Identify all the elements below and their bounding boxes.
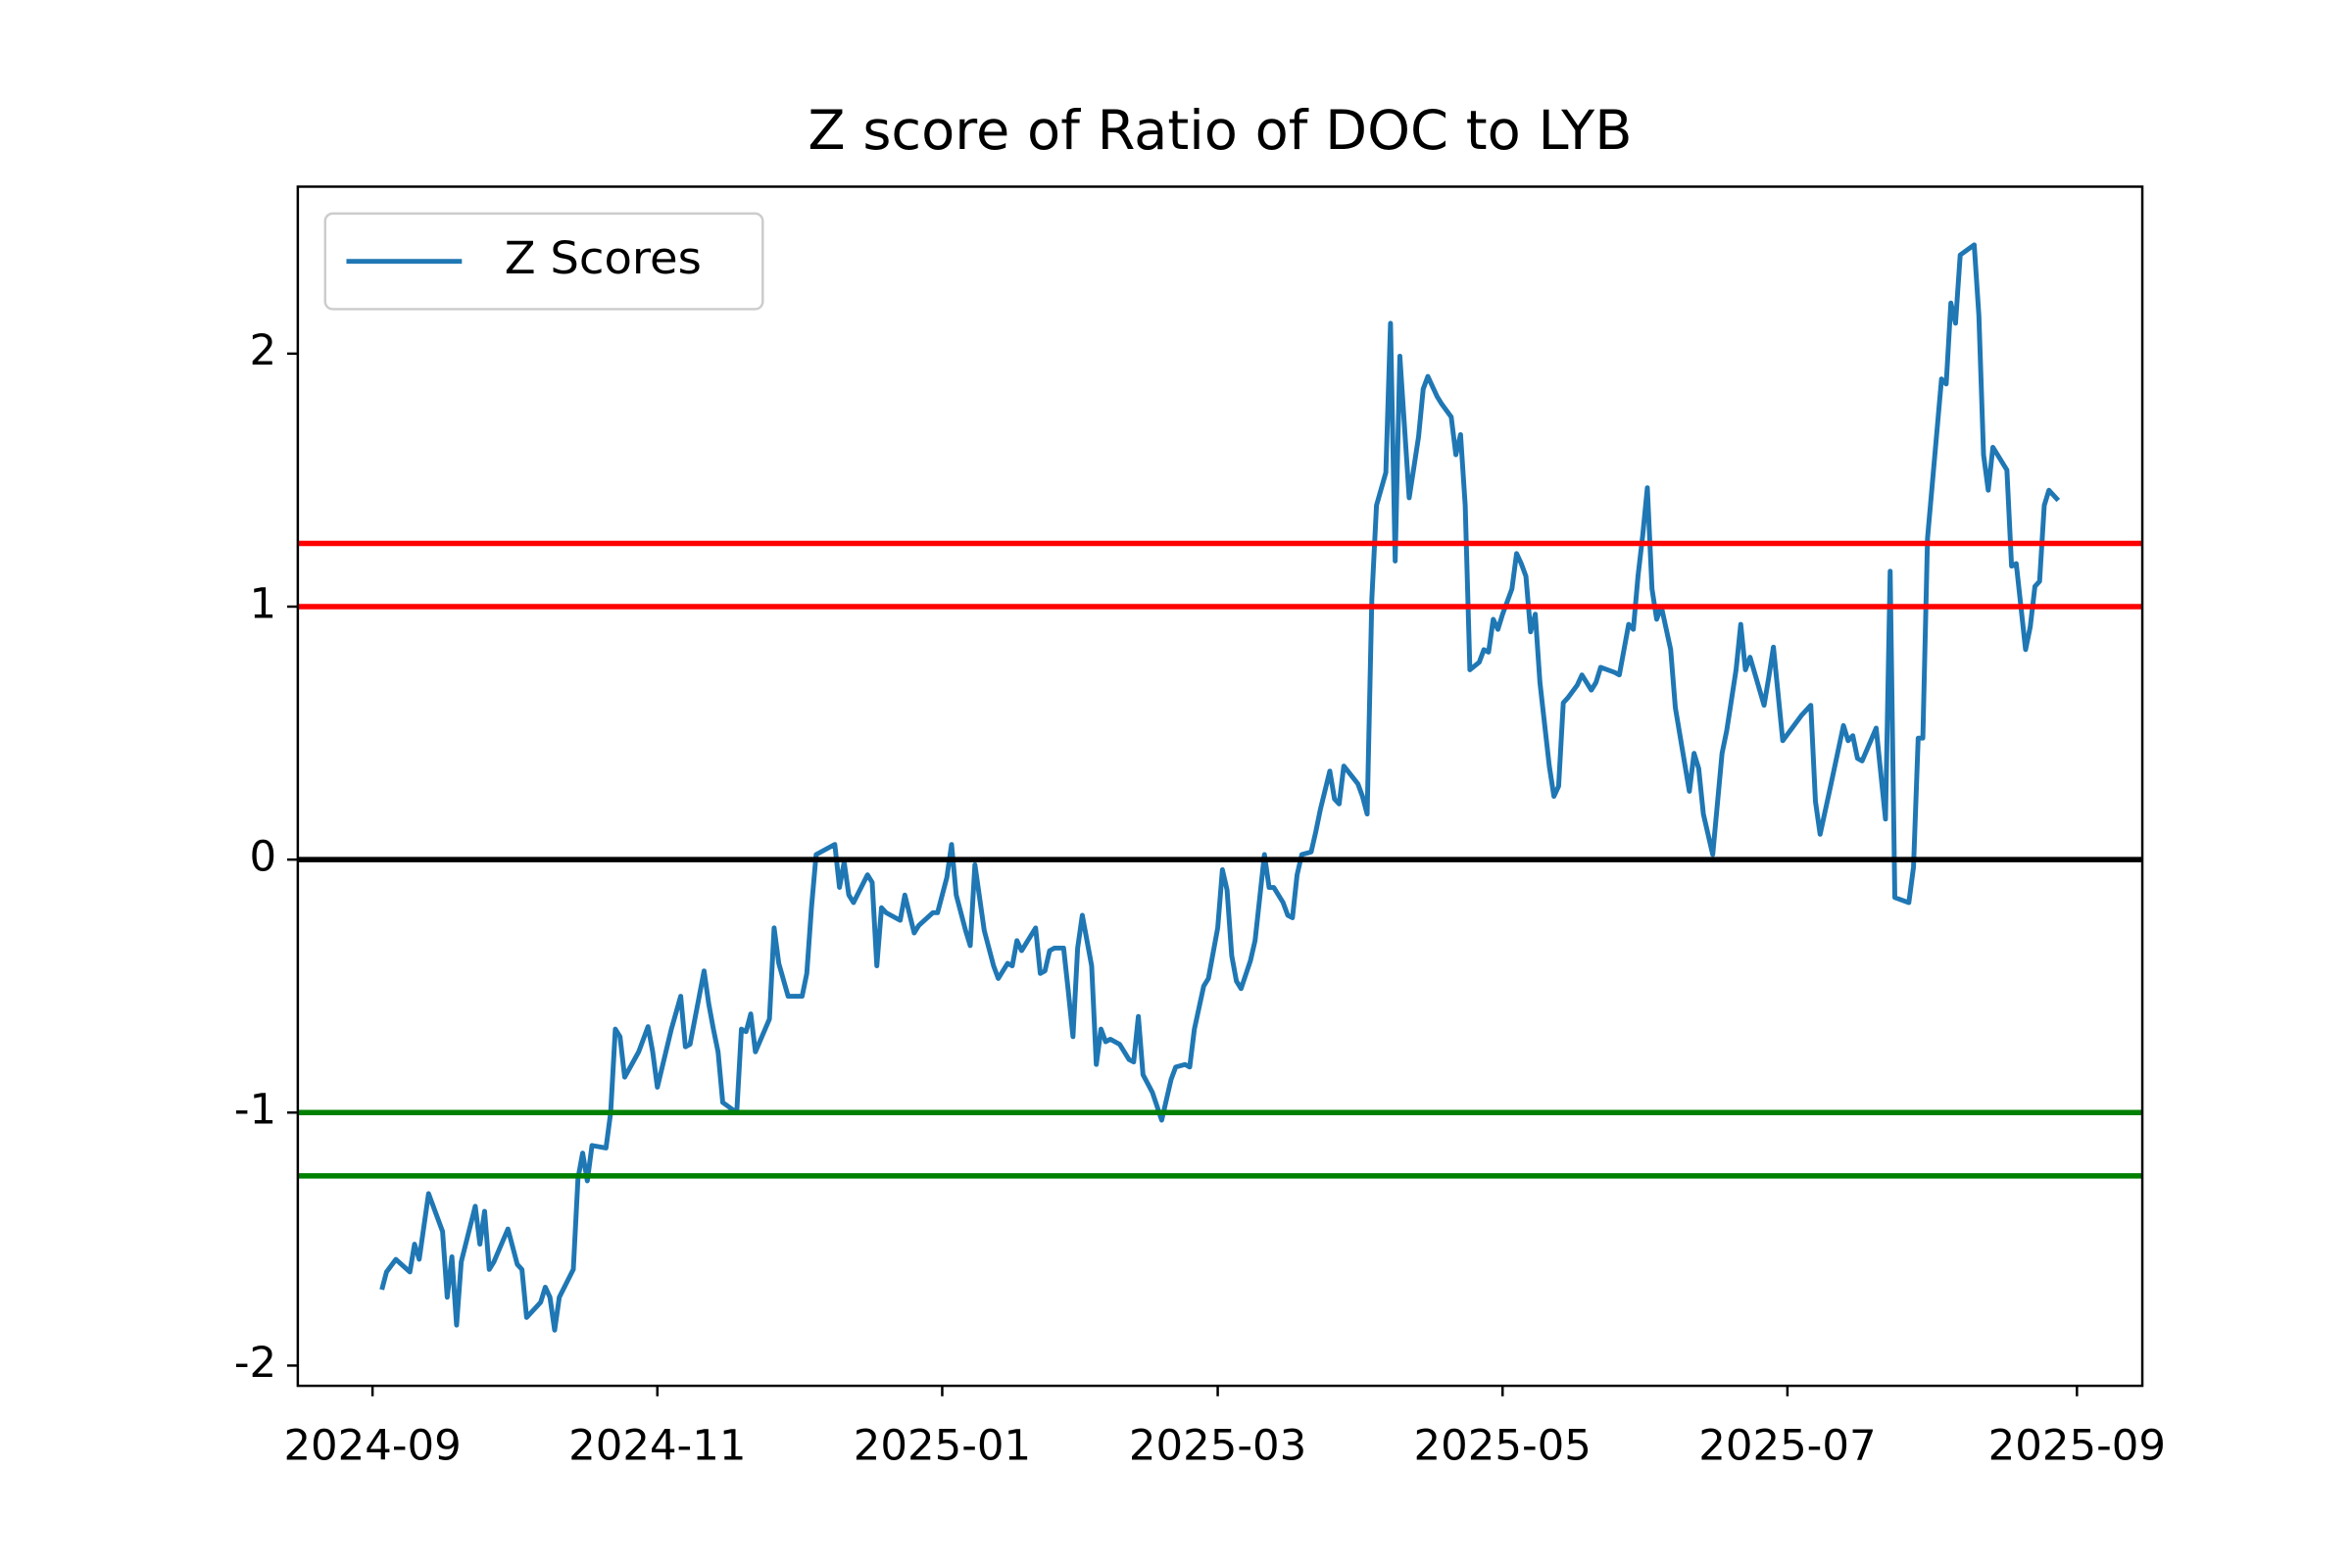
- y-tick-label: 1: [250, 580, 277, 629]
- chart-title: Z score of Ratio of DOC to LYB: [808, 101, 1632, 163]
- legend-box: [323, 212, 764, 311]
- x-tick-label: 2025-07: [1698, 1422, 1876, 1471]
- x-tick-label: 2024-09: [283, 1422, 461, 1471]
- x-tick-label: 2025-09: [1988, 1422, 2166, 1471]
- y-tick-label: 0: [250, 833, 277, 882]
- legend-label: Z Scores: [505, 231, 702, 284]
- x-tick-label: 2024-11: [568, 1422, 746, 1471]
- y-tick-label: -2: [234, 1339, 276, 1388]
- data-line: [379, 242, 2061, 1333]
- y-tick-label: -1: [234, 1086, 276, 1135]
- x-tick-label: 2025-05: [1414, 1422, 1592, 1471]
- x-tick-label: 2025-01: [854, 1422, 1031, 1471]
- x-tick-label: 2025-03: [1129, 1422, 1306, 1471]
- y-tick-label: 2: [250, 327, 277, 376]
- plot-frame: [296, 185, 2144, 1388]
